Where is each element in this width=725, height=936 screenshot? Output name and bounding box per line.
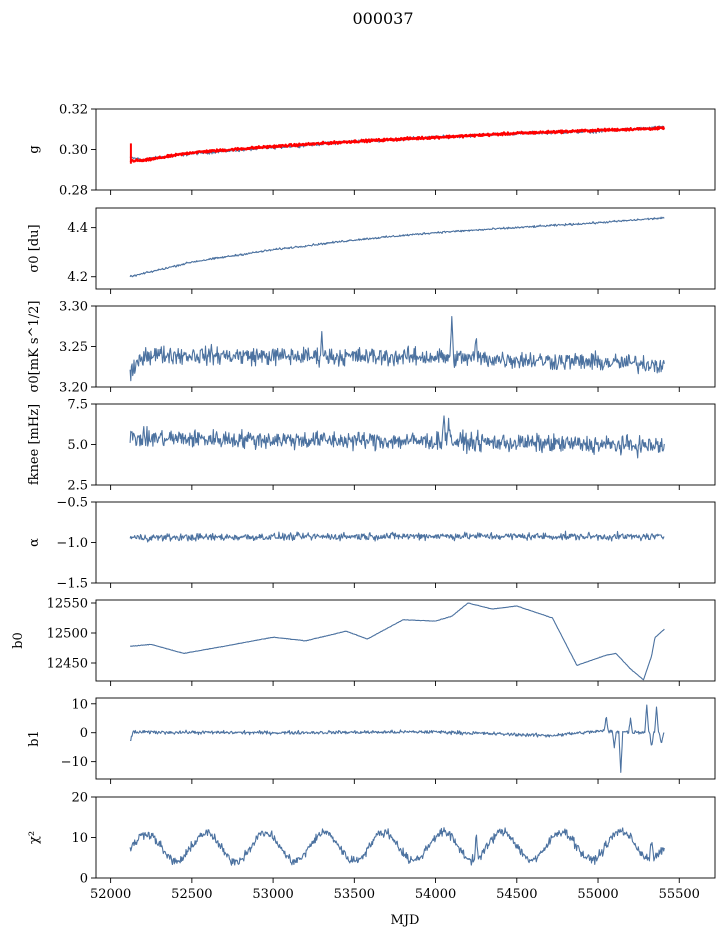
y-axis-label: σ0[mK s^1/2] xyxy=(27,301,42,393)
data-line xyxy=(129,315,665,382)
panel-frame xyxy=(95,697,716,780)
x-tick-label: 54500 xyxy=(496,887,537,902)
y-tick-label: 7.5 xyxy=(67,398,88,413)
x-axis-label: MJD xyxy=(391,913,420,928)
x-axis: 52000 52500 53000 53500 54000 54500 55000 55500 xyxy=(90,887,700,902)
panel-2: 4.2 4.4 σ0 [du] xyxy=(27,207,716,294)
data-line xyxy=(129,216,665,278)
y-tick-label: −1.5 xyxy=(56,577,88,592)
panel-frame xyxy=(95,207,716,290)
y-tick-label: 5.0 xyxy=(67,438,88,453)
y-tick-label: 10 xyxy=(71,831,88,846)
y-tick-label: −1.0 xyxy=(56,536,88,551)
panel-frame xyxy=(95,305,716,388)
panel-8: 0 10 20 χ² xyxy=(27,791,716,887)
x-tick-label: 54000 xyxy=(415,887,456,902)
x-tick-label: 52500 xyxy=(171,887,212,902)
y-axis-label: b0 xyxy=(11,632,26,649)
y-axis-label: χ² xyxy=(27,831,42,844)
y-tick-label: 0 xyxy=(80,872,88,887)
data-line xyxy=(130,704,665,773)
panel-frame xyxy=(95,796,716,879)
y-tick-label: 10 xyxy=(71,697,88,712)
data-line xyxy=(129,415,665,459)
figure-title: 000037 xyxy=(352,9,413,28)
y-tick-label: 20 xyxy=(71,791,88,806)
x-tick-label: 55000 xyxy=(577,887,618,902)
panels: 0.28 0.30 0.32 g 4.2 4.4 σ0 [du] 3.20 3.25 3.30 σ0… xyxy=(11,103,716,887)
y-axis-label: α xyxy=(27,538,42,547)
data-line xyxy=(129,530,665,543)
panel-frame xyxy=(95,599,716,682)
panel-1: 0.28 0.30 0.32 g xyxy=(27,103,716,199)
y-tick-label: 3.25 xyxy=(59,340,88,355)
y-tick-label: 12450 xyxy=(47,657,88,672)
panel-3: 3.20 3.25 3.30 σ0[mK s^1/2] xyxy=(27,300,716,396)
y-tick-label: 3.20 xyxy=(59,381,88,396)
y-tick-label: −10 xyxy=(61,755,88,770)
y-tick-label: 4.2 xyxy=(67,270,88,285)
y-tick-label: 12550 xyxy=(47,597,88,612)
y-tick-label: 4.4 xyxy=(67,221,88,236)
y-tick-label: 0.30 xyxy=(59,143,88,158)
x-tick-label: 52000 xyxy=(90,887,131,902)
y-tick-label: 12500 xyxy=(47,627,88,642)
fit-line xyxy=(129,125,666,163)
x-tick-label: 53000 xyxy=(252,887,293,902)
panel-5: −1.5 −1.0 −0.5 α xyxy=(27,496,716,592)
y-axis-label: σ0 [du] xyxy=(27,224,42,272)
y-axis-label: b1 xyxy=(27,730,42,747)
panel-7: −10 0 10 b1 xyxy=(27,697,716,784)
y-tick-label: −0.5 xyxy=(56,496,88,511)
data-line xyxy=(129,827,665,866)
y-axis-label: g xyxy=(27,145,42,153)
panel-frame xyxy=(95,108,716,191)
panel-6: 12450 12500 12550 b0 xyxy=(11,597,716,686)
y-axis-label: fknee [mHz] xyxy=(27,404,42,485)
y-tick-label: 0.32 xyxy=(59,103,88,118)
y-tick-label: 0 xyxy=(80,726,88,741)
y-tick-label: 2.5 xyxy=(67,479,88,494)
y-tick-label: 3.30 xyxy=(59,300,88,315)
data-line xyxy=(130,602,665,681)
panel-4: 2.5 5.0 7.5 fknee [mHz] xyxy=(27,398,716,494)
x-tick-label: 53500 xyxy=(334,887,375,902)
y-tick-label: 0.28 xyxy=(59,184,88,199)
x-tick-label: 55500 xyxy=(659,887,700,902)
panel-frame xyxy=(95,501,716,584)
